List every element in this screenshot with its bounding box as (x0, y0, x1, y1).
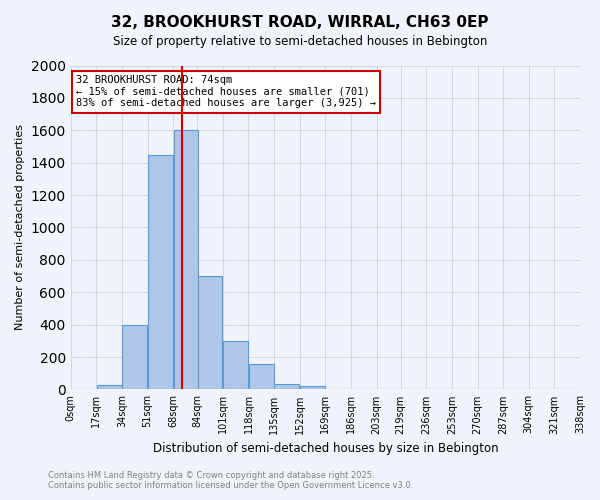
Bar (300, 386, 325, 390)
Text: 32, BROOKHURST ROAD, WIRRAL, CH63 0EP: 32, BROOKHURST ROAD, WIRRAL, CH63 0EP (111, 15, 489, 30)
Bar (326, 388, 350, 390)
Bar (223, 341, 248, 390)
Y-axis label: Number of semi-detached properties: Number of semi-detached properties (15, 124, 25, 330)
Bar (274, 384, 299, 390)
Bar (148, 154, 173, 390)
Bar (97, 384, 122, 390)
Text: Size of property relative to semi-detached houses in Bebington: Size of property relative to semi-detach… (113, 35, 487, 48)
X-axis label: Distribution of semi-detached houses by size in Bebington: Distribution of semi-detached houses by … (152, 442, 498, 455)
Bar (173, 130, 199, 390)
Bar (122, 324, 147, 390)
Bar (71, 388, 96, 390)
Text: 32 BROOKHURST ROAD: 74sqm
← 15% of semi-detached houses are smaller (701)
83% of: 32 BROOKHURST ROAD: 74sqm ← 15% of semi-… (76, 75, 376, 108)
Bar (197, 276, 223, 390)
Bar (249, 364, 274, 390)
Text: Contains HM Land Registry data © Crown copyright and database right 2025.
Contai: Contains HM Land Registry data © Crown c… (48, 470, 413, 490)
